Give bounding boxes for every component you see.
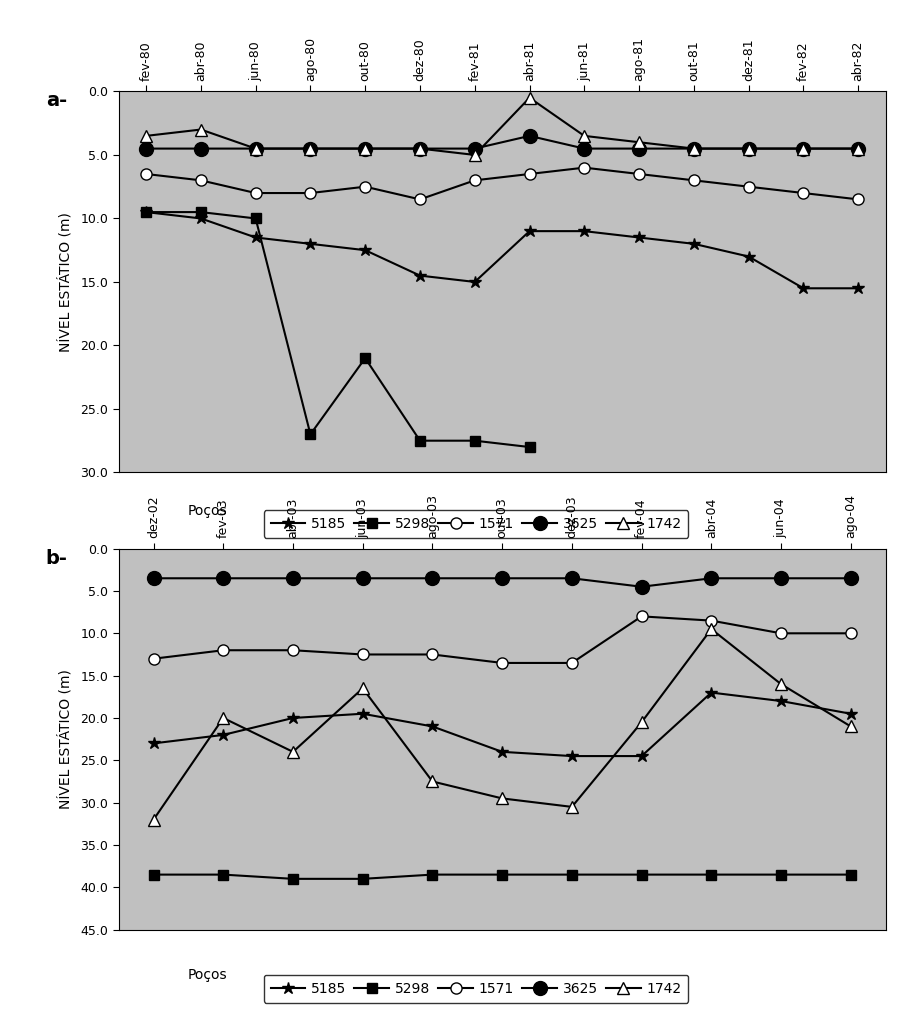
Text: a-: a- [46,91,67,111]
Y-axis label: NÍVEL ESTÁTICO (m): NÍVEL ESTÁTICO (m) [58,670,72,809]
Legend: 5185, 5298, 1571, 3625, 1742: 5185, 5298, 1571, 3625, 1742 [264,510,688,537]
Text: Poços: Poços [188,504,227,517]
Y-axis label: NÍVEL ESTÁTICO (m): NÍVEL ESTÁTICO (m) [58,212,72,352]
Text: Poços: Poços [188,968,227,982]
Legend: 5185, 5298, 1571, 3625, 1742: 5185, 5298, 1571, 3625, 1742 [264,974,688,1003]
Text: b-: b- [46,549,68,568]
